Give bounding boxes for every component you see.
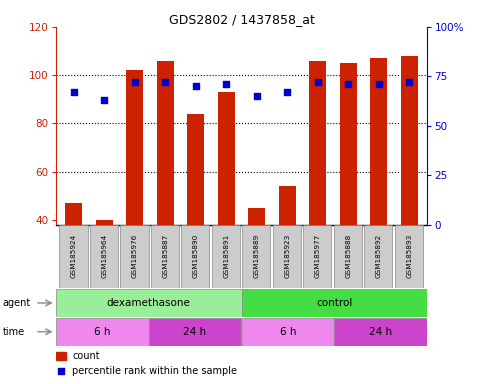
Text: GDS2802 / 1437858_at: GDS2802 / 1437858_at (169, 13, 314, 26)
Text: GSM185924: GSM185924 (71, 234, 77, 278)
Bar (340, 63, 356, 316)
Text: 6 h: 6 h (94, 327, 110, 337)
Bar (127, 70, 143, 316)
Point (284, 89, 291, 95)
Point (131, 79, 139, 85)
Bar (120, 225, 149, 288)
Bar (248, 208, 265, 316)
Bar (96, 220, 113, 316)
Point (344, 81, 352, 87)
Bar (149, 318, 242, 346)
Bar (56, 318, 149, 346)
Bar (157, 61, 174, 316)
Text: GSM185964: GSM185964 (101, 234, 107, 278)
Bar (401, 56, 417, 316)
Text: dexamethasone: dexamethasone (107, 298, 190, 308)
Bar (90, 225, 118, 288)
Bar (242, 318, 334, 346)
Bar (181, 225, 210, 288)
Bar (303, 225, 331, 288)
Point (161, 79, 169, 85)
Text: count: count (72, 351, 100, 361)
Bar (218, 92, 235, 316)
Bar (56, 352, 66, 360)
Point (405, 79, 413, 85)
Text: GSM185887: GSM185887 (162, 234, 168, 278)
Text: 24 h: 24 h (369, 327, 393, 337)
Bar (279, 186, 296, 316)
Point (314, 79, 322, 85)
Text: time: time (2, 327, 25, 337)
Bar (212, 225, 240, 288)
Text: percentile rank within the sample: percentile rank within the sample (72, 366, 237, 376)
Bar (242, 289, 427, 317)
Text: control: control (316, 298, 353, 308)
Point (192, 83, 199, 89)
Text: GSM185892: GSM185892 (376, 234, 382, 278)
Bar (370, 58, 387, 316)
Bar (242, 225, 270, 288)
Text: GSM185976: GSM185976 (132, 234, 138, 278)
Text: GSM185890: GSM185890 (193, 234, 199, 278)
Text: GSM185889: GSM185889 (254, 234, 260, 278)
Point (70, 89, 78, 95)
Point (253, 93, 261, 99)
Bar (59, 225, 87, 288)
Bar (187, 114, 204, 316)
Bar (395, 225, 423, 288)
Point (57, 368, 65, 374)
Text: 6 h: 6 h (280, 327, 296, 337)
Point (222, 81, 230, 87)
Text: 24 h: 24 h (184, 327, 207, 337)
Point (100, 97, 108, 103)
Text: GSM185888: GSM185888 (345, 234, 351, 278)
Point (375, 81, 383, 87)
Bar (272, 225, 301, 288)
Bar (56, 289, 242, 317)
Text: GSM185923: GSM185923 (284, 234, 290, 278)
Bar (151, 225, 179, 288)
Text: agent: agent (2, 298, 30, 308)
Bar (66, 203, 82, 316)
Text: GSM185977: GSM185977 (315, 234, 321, 278)
Text: GSM185893: GSM185893 (406, 234, 412, 278)
Bar (334, 225, 362, 288)
Bar (364, 225, 392, 288)
Bar (309, 61, 326, 316)
Text: GSM185891: GSM185891 (223, 234, 229, 278)
Bar (334, 318, 427, 346)
